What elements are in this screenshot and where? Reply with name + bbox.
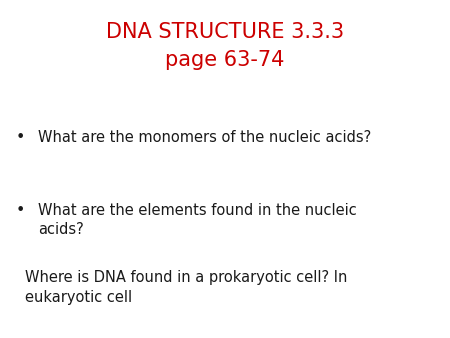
Text: Where is DNA found in a prokaryotic cell? In
eukaryotic cell: Where is DNA found in a prokaryotic cell… (25, 270, 347, 305)
Text: What are the monomers of the nucleic acids?: What are the monomers of the nucleic aci… (38, 130, 372, 145)
Text: •: • (16, 203, 25, 218)
Text: What are the elements found in the nucleic
acids?: What are the elements found in the nucle… (38, 203, 357, 237)
Text: DNA STRUCTURE 3.3.3
page 63-74: DNA STRUCTURE 3.3.3 page 63-74 (106, 22, 344, 70)
Text: •: • (16, 130, 25, 145)
